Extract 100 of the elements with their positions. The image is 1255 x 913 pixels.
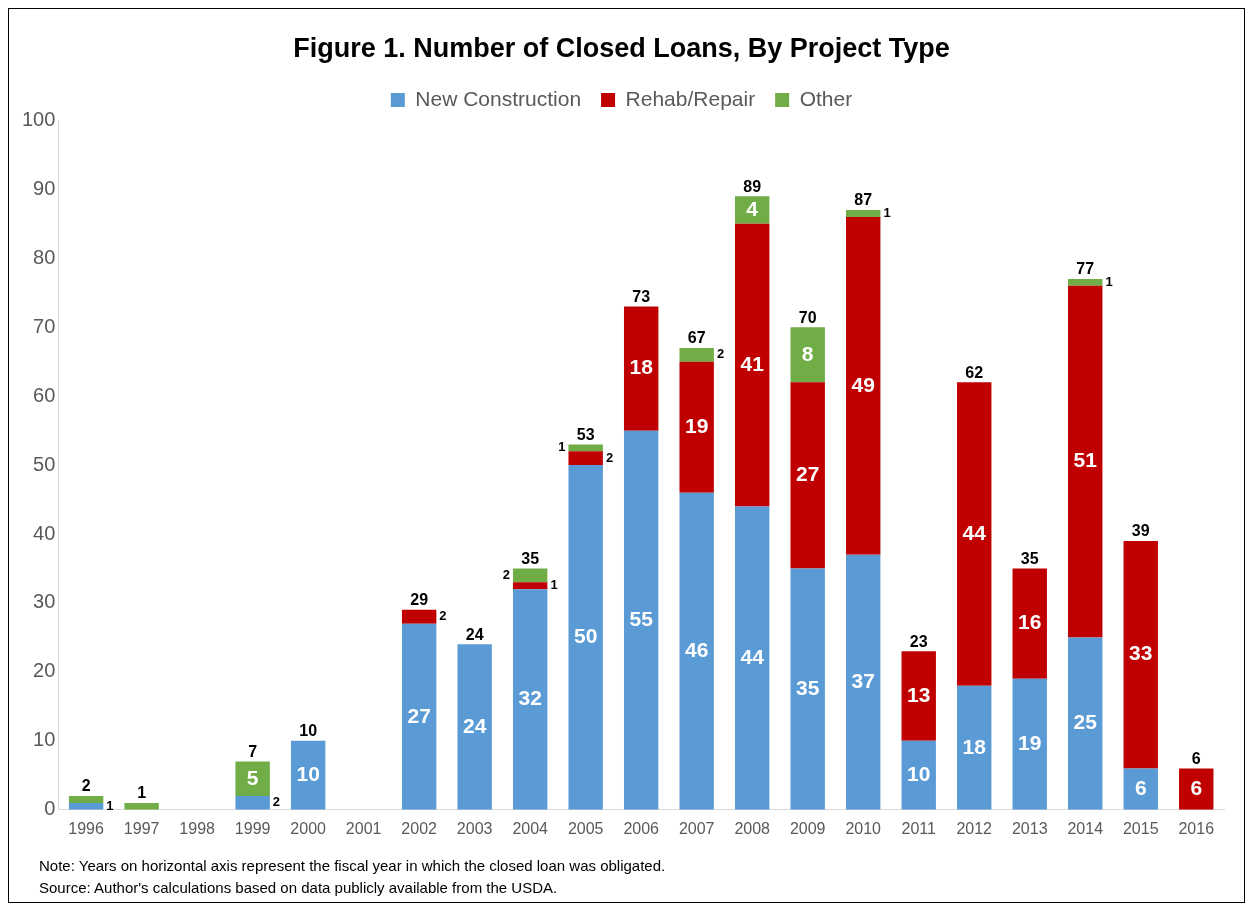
data-label: 10 [296, 762, 320, 786]
y-tick-label: 30 [33, 590, 56, 613]
x-tick-label: 2013 [1011, 819, 1048, 837]
bar [957, 382, 992, 686]
data-label: 2 [272, 794, 281, 810]
data-label: 16 [1018, 610, 1042, 634]
data-label: 10 [907, 762, 931, 786]
total-label: 53 [576, 425, 595, 443]
data-label: 44 [740, 644, 765, 668]
y-tick-label: 90 [33, 176, 56, 199]
total-label: 29 [410, 591, 429, 609]
bar [1068, 637, 1103, 810]
bar [846, 210, 881, 217]
x-tick-label: 2006 [623, 819, 660, 837]
bar [901, 651, 936, 741]
data-label: 37 [851, 669, 875, 693]
total-label: 35 [521, 549, 540, 567]
data-label: 33 [1129, 641, 1153, 665]
bar [568, 451, 603, 466]
data-label: 46 [685, 638, 709, 662]
bar [1179, 768, 1214, 810]
bar [790, 568, 825, 810]
x-tick-label: 2014 [1067, 819, 1104, 837]
data-label: 44 [962, 520, 987, 544]
bar [790, 327, 825, 383]
x-tick-label: 2016 [1178, 819, 1215, 837]
x-tick-label: 2003 [456, 819, 493, 837]
total-label: 67 [687, 329, 706, 347]
data-label: 1 [558, 439, 566, 455]
y-tick-label: 10 [33, 728, 56, 751]
total-label: 87 [854, 191, 873, 209]
legend-label: Rehab/Repair [625, 86, 756, 110]
data-label: 41 [740, 351, 765, 375]
x-tick-label: 1997 [123, 819, 160, 837]
x-tick-label: 2005 [567, 819, 604, 837]
total-label: 24 [465, 625, 484, 643]
bar [1012, 678, 1047, 810]
x-tick-label: 1998 [179, 819, 216, 837]
bar [623, 306, 659, 431]
data-label: 32 [518, 686, 542, 710]
data-label: 19 [685, 413, 709, 437]
legend-label: Other [799, 86, 853, 110]
data-label: 50 [574, 624, 598, 648]
data-label: 2 [502, 566, 510, 582]
data-label: 6 [1134, 775, 1147, 799]
total-label: 70 [798, 308, 817, 326]
bar [679, 492, 714, 810]
bar [679, 361, 714, 493]
bar [790, 382, 825, 569]
x-tick-label: 2008 [734, 819, 771, 837]
total-label: 6 [1191, 749, 1201, 767]
x-tick-label: 2004 [512, 819, 549, 837]
data-label: 6 [1190, 775, 1203, 799]
y-tick-label: 70 [33, 314, 56, 337]
x-tick-label: 2002 [401, 819, 438, 837]
x-tick-label: 2010 [845, 819, 882, 837]
bar [401, 623, 437, 810]
legend-label: New Construction [415, 86, 582, 110]
y-tick-label: 20 [33, 659, 56, 682]
bar [401, 609, 437, 624]
bar [1012, 568, 1047, 679]
bar [457, 644, 492, 810]
data-label: 1 [1105, 273, 1113, 289]
data-label: 1 [106, 797, 114, 813]
bar [1123, 540, 1158, 769]
data-label: 8 [801, 341, 814, 365]
x-tick-label: 1996 [68, 819, 105, 837]
data-label: 2 [439, 608, 447, 624]
chart-title: Figure 1. Number of Closed Loans, By Project Type [293, 32, 950, 63]
bar [846, 216, 881, 555]
data-label: 19 [1018, 731, 1042, 755]
data-label: 49 [851, 372, 875, 396]
data-label: 18 [629, 355, 654, 379]
total-label: 2 [81, 777, 91, 795]
x-tick-label: 2009 [789, 819, 826, 837]
bar [1068, 285, 1103, 638]
bar [568, 444, 603, 452]
x-tick-label: 2012 [956, 819, 993, 837]
bar [957, 685, 992, 810]
bar [734, 223, 770, 507]
y-tick-label: 0 [44, 797, 56, 820]
bar [568, 465, 603, 810]
bar [235, 761, 270, 797]
total-label: 39 [1131, 522, 1150, 540]
total-label: 1 [137, 784, 147, 802]
data-label: 2 [605, 449, 614, 465]
y-tick-label: 50 [33, 452, 56, 475]
x-tick-label: 2007 [678, 819, 715, 837]
data-label: 27 [796, 462, 820, 486]
total-label: 73 [632, 287, 651, 305]
total-label: 89 [743, 177, 762, 195]
data-label: 13 [907, 682, 931, 706]
x-tick-label: 2000 [290, 819, 327, 837]
source-note: Source: Author's calculations based on data publicly available from the USDA. [39, 878, 559, 898]
data-label: 18 [962, 734, 987, 758]
text: Note: Years on horizontal axis represent the fiscal year in which the closed loan was obligated. [39, 856, 666, 876]
y-tick-label: 80 [33, 245, 56, 268]
data-label: 35 [796, 675, 820, 699]
data-label: 5 [246, 765, 259, 789]
bar [512, 568, 548, 583]
